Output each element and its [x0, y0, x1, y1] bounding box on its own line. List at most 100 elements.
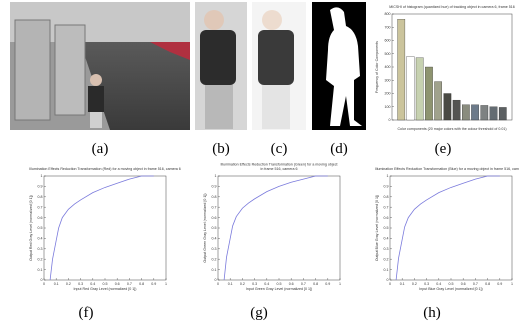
bar — [443, 93, 452, 121]
y-tick-label: 0.3 — [38, 247, 43, 251]
y-tick-label: 0.8 — [38, 195, 43, 199]
y-tick-label: 1 — [387, 174, 389, 178]
y-tick-label: 0.4 — [212, 237, 217, 241]
panel-label: (a) — [92, 141, 109, 157]
x-tick-label: 0.8 — [139, 282, 144, 286]
x-tick-label: 0.6 — [289, 282, 294, 286]
y-tick-label: 0 — [387, 278, 389, 282]
plot-area — [217, 175, 341, 281]
bar — [489, 106, 498, 121]
y-tick-label: 700 — [385, 25, 391, 29]
y-tick-label: 0.9 — [212, 185, 217, 189]
bar — [462, 104, 470, 121]
y-tick-label: 0.4 — [38, 237, 43, 241]
y-tick-label: 0.8 — [384, 195, 389, 199]
y-tick-label: 0.1 — [212, 268, 217, 272]
curve — [395, 175, 500, 281]
panel-label: (c) — [271, 141, 288, 157]
x-tick-label: 0.4 — [436, 282, 441, 286]
photo-c — [252, 2, 306, 130]
curve — [49, 175, 154, 281]
y-tick-label: 0.2 — [38, 257, 43, 261]
bar — [415, 57, 424, 121]
panel-label: (d) — [330, 141, 348, 157]
bar — [452, 99, 461, 121]
chart: MICSHI of histogram (quantized hue) of t… — [375, 5, 515, 131]
x-tick-label: 0.9 — [325, 282, 330, 286]
y-tick-label: 0.3 — [384, 247, 389, 251]
x-tick-label: 0.3 — [252, 282, 257, 286]
chart-title: Illumination Effects Reduction Transform… — [221, 163, 338, 167]
chart: Illumination Effects Reduction Transform… — [29, 167, 181, 291]
x-tick-label: 0.1 — [228, 282, 233, 286]
x-tick-label: 0.7 — [301, 282, 306, 286]
x-tick-label: 0.2 — [66, 282, 71, 286]
x-tick-label: 0.3 — [424, 282, 429, 286]
y-tick-label: 0.1 — [384, 268, 389, 272]
y-tick-label: 0.3 — [212, 247, 217, 251]
chart-title: in frame 516, camera 6 — [261, 167, 298, 171]
y-tick-label: 0.7 — [212, 205, 217, 209]
x-axis-label: Input Red Gray Level (normalized [0 1]) — [74, 287, 137, 291]
panel-label: (e) — [435, 141, 452, 157]
y-axis-label: Frequency of Color Components — [375, 41, 379, 93]
y-tick-label: 0.6 — [384, 216, 389, 220]
y-tick-label: 0.7 — [38, 205, 43, 209]
y-tick-label: 0.8 — [212, 195, 217, 199]
y-tick-label: 600 — [385, 39, 391, 43]
y-tick-label: 0.5 — [384, 226, 389, 230]
y-tick-label: 0 — [41, 278, 43, 282]
photo-b — [195, 2, 247, 130]
panel-label: (f) — [79, 305, 94, 321]
y-tick-label: 0 — [389, 118, 391, 122]
y-tick-label: 100 — [385, 105, 391, 109]
x-tick-label: 0.7 — [473, 282, 478, 286]
x-tick-label: 0 — [217, 282, 219, 286]
y-tick-label: 800 — [385, 12, 391, 16]
y-tick-label: 0.9 — [38, 185, 43, 189]
chart-title: Illumination Effects Reduction Transform… — [375, 167, 519, 171]
chart: Illumination Effects Reduction Transform… — [375, 167, 519, 291]
y-tick-label: 400 — [385, 65, 391, 69]
x-tick-label: 0.2 — [240, 282, 245, 286]
x-tick-label: 0 — [389, 282, 391, 286]
y-tick-label: 0.5 — [212, 226, 217, 230]
y-tick-label: 0.5 — [38, 226, 43, 230]
bar — [397, 19, 406, 121]
x-tick-label: 1 — [339, 282, 341, 286]
x-tick-label: 0.5 — [449, 282, 454, 286]
panel-label: (b) — [212, 141, 230, 157]
x-axis-label: Input Blue Gray Level (normalized [0 1]) — [419, 287, 483, 291]
plot-area — [43, 175, 167, 281]
y-tick-label: 500 — [385, 52, 391, 56]
x-tick-label: 0.5 — [277, 282, 282, 286]
x-tick-label: 1 — [165, 282, 167, 286]
x-tick-label: 0.6 — [461, 282, 466, 286]
bar — [425, 66, 433, 121]
x-tick-label: 0.7 — [127, 282, 132, 286]
y-tick-label: 300 — [385, 78, 391, 82]
x-tick-label: 1 — [511, 282, 513, 286]
plot-area — [389, 175, 513, 281]
y-tick-label: 1 — [215, 174, 217, 178]
y-tick-label: 0.4 — [384, 237, 389, 241]
mask-d — [312, 2, 366, 130]
y-axis-label: Output Red Gray Level (normalized [0 1]) — [29, 195, 33, 261]
x-tick-label: 0.8 — [313, 282, 318, 286]
bar — [480, 105, 489, 121]
x-tick-label: 0.1 — [54, 282, 59, 286]
y-tick-label: 0.6 — [212, 216, 217, 220]
x-axis-label: Input Green Gray Level (normalized [0 1]… — [246, 287, 312, 291]
photo-a — [10, 2, 190, 130]
chart-title: Illumination Effects Reduction Transform… — [29, 167, 181, 171]
y-tick-label: 0 — [215, 278, 217, 282]
x-tick-label: 0.9 — [151, 282, 156, 286]
panel-label: (g) — [250, 305, 268, 321]
y-tick-label: 0.6 — [38, 216, 43, 220]
y-tick-label: 0.2 — [384, 257, 389, 261]
x-tick-label: 0 — [43, 282, 45, 286]
x-tick-label: 0.6 — [115, 282, 120, 286]
bar — [471, 104, 479, 121]
y-tick-label: 0.2 — [212, 257, 217, 261]
